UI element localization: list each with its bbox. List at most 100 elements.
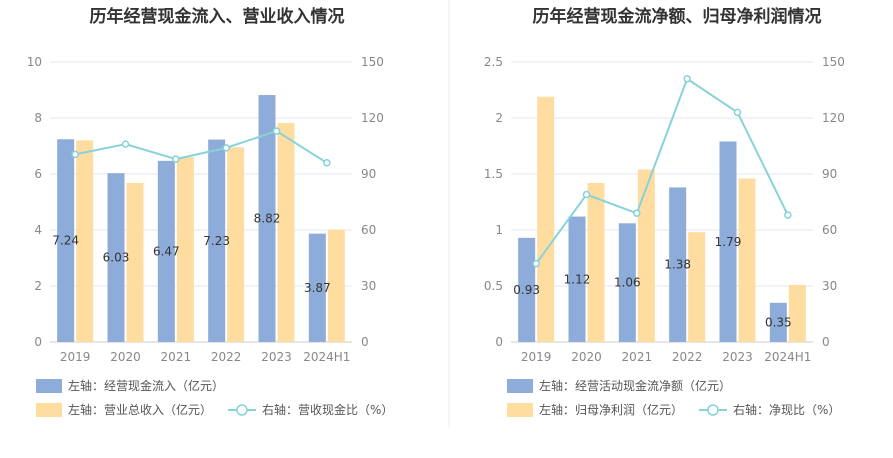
- ratio-line-point: [323, 159, 331, 167]
- bar-primary: [518, 237, 536, 342]
- bar-data-label: 0.35: [765, 315, 792, 329]
- ratio-line-point: [71, 150, 79, 159]
- legend-swatch-line-marker: [236, 404, 248, 416]
- left-axis-tick-label: 2.5: [484, 55, 503, 69]
- bar-secondary: [227, 147, 245, 342]
- legend-label: 右轴：营收现金比（%）: [262, 402, 393, 417]
- legend-swatch-primary: [507, 379, 533, 393]
- ratio-line-point: [582, 190, 591, 199]
- right-axis-tick-label: 150: [822, 55, 845, 69]
- right-axis-tick-label: 150: [361, 55, 384, 69]
- left-axis-tick-label: 1.5: [484, 167, 503, 181]
- right-axis-tick-label: 30: [822, 279, 837, 293]
- ratio-line-point: [121, 140, 130, 148]
- ratio-line-point: [172, 155, 180, 163]
- ratio-line: [535, 77, 789, 265]
- bar-secondary: [277, 123, 295, 342]
- x-axis-tick-label: 2024H1: [303, 350, 350, 364]
- bar-secondary: [738, 178, 756, 342]
- right-axis-tick-label: 30: [361, 279, 376, 293]
- x-axis-tick-label: 2023: [722, 350, 753, 364]
- ratio-line-point: [222, 144, 230, 152]
- bar-primary: [107, 173, 125, 342]
- left-axis-tick-label: 0.5: [484, 279, 503, 293]
- bar-secondary: [176, 157, 194, 342]
- ratio-line-point: [272, 127, 281, 135]
- legend-label: 左轴：营业总收入（亿元）: [68, 402, 212, 417]
- bar-data-label: 7.24: [52, 234, 79, 248]
- ratio-line-point: [633, 209, 641, 217]
- bar-data-label: 1.38: [664, 258, 691, 272]
- bar-secondary: [688, 232, 706, 342]
- bar-data-label: 6.03: [103, 251, 130, 265]
- right-axis-tick-label: 120: [822, 111, 845, 125]
- legend-label: 右轴：净现比（%）: [733, 402, 840, 417]
- x-axis-tick-label: 2019: [521, 350, 552, 364]
- right-axis-tick-label: 0: [361, 335, 369, 349]
- legend-swatch-secondary: [36, 403, 62, 417]
- bar-secondary: [788, 284, 806, 342]
- right-axis-tick-label: 60: [822, 223, 837, 237]
- bar-primary: [308, 233, 326, 342]
- x-axis-tick-label: 2024H1: [764, 350, 811, 364]
- ratio-line-point: [683, 75, 691, 83]
- right-axis-tick-label: 120: [361, 111, 384, 125]
- left-axis-tick-label: 10: [27, 55, 42, 69]
- legend-label: 左轴：经营活动现金流净额（亿元）: [539, 378, 731, 393]
- right-axis-tick-label: 90: [822, 167, 837, 181]
- left-axis-tick-label: 0: [495, 335, 503, 349]
- legend-swatch-secondary: [507, 403, 533, 417]
- right-axis-tick-label: 90: [361, 167, 376, 181]
- bar-data-label: 0.93: [513, 283, 540, 297]
- bar-data-label: 1.79: [715, 235, 742, 249]
- legend-label: 左轴：经营现金流入（亿元）: [68, 378, 224, 393]
- x-axis-tick-label: 2022: [672, 350, 703, 364]
- left-axis-tick-label: 2: [495, 111, 503, 125]
- right-axis-tick-label: 60: [361, 223, 376, 237]
- x-axis-tick-label: 2020: [110, 350, 141, 364]
- x-axis-tick-label: 2020: [571, 350, 602, 364]
- ratio-line-point: [784, 211, 792, 219]
- left-axis-tick-label: 1: [495, 223, 503, 237]
- left-axis-tick-label: 8: [34, 111, 42, 125]
- bar-secondary: [537, 96, 555, 342]
- left-axis-tick-label: 4: [34, 223, 42, 237]
- bar-primary: [208, 139, 226, 342]
- x-axis-tick-label: 2022: [211, 350, 242, 364]
- x-axis-tick-label: 2021: [161, 350, 192, 364]
- left-axis-tick-label: 0: [34, 335, 42, 349]
- bar-secondary: [76, 140, 94, 342]
- legend-label: 左轴：归母净利润（亿元）: [539, 402, 683, 417]
- right-axis-tick-label: 0: [822, 335, 830, 349]
- bar-primary: [568, 216, 586, 342]
- bar-primary: [57, 139, 75, 342]
- bar-primary: [618, 223, 636, 342]
- left-axis-tick-label: 2: [34, 279, 42, 293]
- chart-title: 历年经营现金流净额、归母净利润情况: [533, 6, 822, 27]
- bar-primary: [157, 160, 175, 342]
- ratio-line-point: [733, 108, 742, 117]
- x-axis-tick-label: 2019: [60, 350, 91, 364]
- bar-secondary: [637, 169, 655, 342]
- bar-data-label: 6.47: [153, 244, 180, 258]
- ratio-line-point: [532, 259, 540, 268]
- chart-title: 历年经营现金流入、营业收入情况: [90, 6, 345, 27]
- bar-data-label: 1.06: [614, 276, 641, 290]
- bar-primary: [769, 302, 787, 342]
- x-axis-tick-label: 2023: [261, 350, 292, 364]
- left-axis-tick-label: 6: [34, 167, 42, 181]
- bar-data-label: 3.87: [304, 281, 331, 295]
- bar-secondary: [587, 182, 605, 342]
- bar-data-label: 8.82: [254, 212, 281, 226]
- bar-data-label: 1.12: [564, 272, 591, 286]
- bar-primary: [669, 187, 687, 342]
- bar-secondary: [327, 229, 345, 342]
- legend-swatch-line-marker: [707, 404, 719, 416]
- legend-swatch-primary: [36, 379, 62, 393]
- bar-secondary: [126, 182, 144, 342]
- x-axis-tick-label: 2021: [622, 350, 653, 364]
- bar-data-label: 7.23: [203, 234, 230, 248]
- bar-primary: [719, 141, 737, 342]
- ratio-line: [74, 129, 328, 164]
